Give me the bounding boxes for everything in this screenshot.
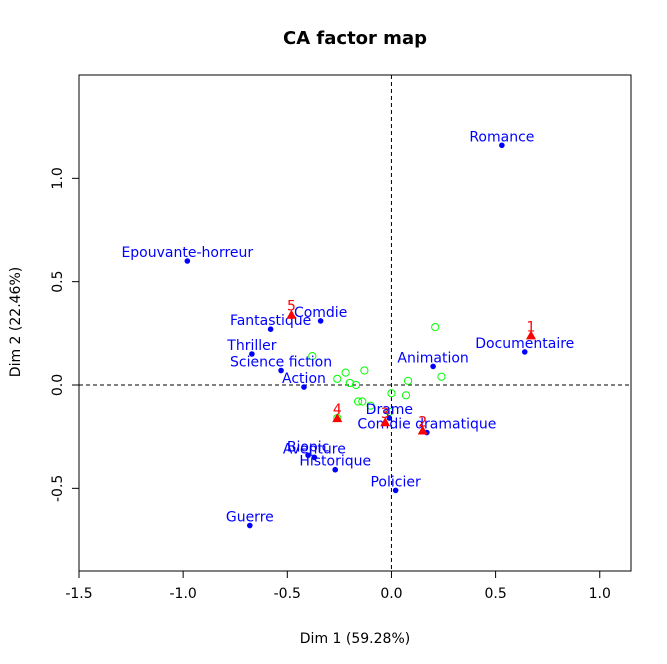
row-point-marker <box>332 466 339 473</box>
row-point-marker <box>267 326 274 333</box>
plot-frame <box>78 74 632 572</box>
column-point-marker <box>401 391 411 400</box>
row-point-marker <box>301 384 307 390</box>
plot-area: -1.5 -1.0 -0.5 0.0 0.5 1.0 -0.5 0.0 0.5 1.0 Romanc… <box>50 74 632 602</box>
row-point-marker <box>392 487 399 494</box>
y-tick-label: 0.0 <box>50 374 66 396</box>
column-point-marker <box>437 372 446 381</box>
row-point-label: Documentaire <box>475 336 574 352</box>
row-point-label: Science fiction <box>230 355 332 371</box>
x-tick-label: 0.5 <box>484 586 506 602</box>
row-point-marker <box>386 415 393 421</box>
column-point-marker <box>351 380 361 390</box>
y-axis-label: Dim 2 (22.46%) <box>8 267 24 377</box>
supplementary-point-label: 2 <box>418 414 427 430</box>
row-point-label: Epouvante-horreur <box>121 245 253 261</box>
row-point-label: Fantastique <box>230 313 311 329</box>
column-point-marker <box>341 368 350 377</box>
supplementary-point-label: 3 <box>381 406 390 422</box>
x-tick-label: -0.5 <box>274 586 301 602</box>
row-point-label: Animation <box>397 350 468 366</box>
supplementary-point-marker <box>417 425 428 435</box>
column-point-marker <box>360 366 369 375</box>
row-point-label: Guerre <box>226 510 274 526</box>
row-point-marker <box>184 258 191 264</box>
row-point-label: Policier <box>370 474 420 490</box>
row-point-marker <box>521 349 528 355</box>
column-point-marker <box>333 374 342 383</box>
row-point-label: Action <box>282 371 326 387</box>
supplementary-point-marker <box>526 330 537 340</box>
y-tick-label: -0.5 <box>50 475 66 502</box>
row-point-marker <box>430 363 436 370</box>
row-point-label: Romance <box>469 129 534 145</box>
row-point-label: Thriller <box>226 338 276 354</box>
row-point-marker <box>278 367 284 374</box>
row-point-marker <box>249 351 255 357</box>
column-point-marker <box>366 401 375 410</box>
supplementary-point-marker <box>286 309 297 319</box>
x-tick-label: -1.5 <box>65 586 92 602</box>
x-axis-label: Dim 1 (59.28%) <box>300 631 410 647</box>
column-point-marker <box>308 351 317 361</box>
y-tick-label: 1.0 <box>50 167 66 189</box>
x-tick-label: 1.0 <box>589 586 611 602</box>
supplementary-point-label: 5 <box>287 299 296 315</box>
supplementary-point-marker <box>332 413 343 423</box>
column-point-marker <box>358 397 367 406</box>
row-point-label: Biopic <box>287 439 330 455</box>
supplementary-point-label: 4 <box>333 402 342 418</box>
row-point-marker <box>247 522 253 529</box>
row-point-label: Comdie <box>294 305 347 321</box>
supplementary-point-label: 1 <box>527 319 536 335</box>
row-point-label: Historique <box>299 454 371 470</box>
row-point-label: Comdie dramatique <box>357 417 496 433</box>
x-tick-label: -1.0 <box>169 586 196 602</box>
row-point-label: Aventure <box>283 441 346 457</box>
y-tick-label: 0.5 <box>50 271 66 293</box>
row-point-marker <box>317 318 324 324</box>
column-point-marker <box>354 397 363 406</box>
row-point-marker <box>499 142 505 149</box>
row-point-marker <box>305 452 311 459</box>
supplementary-point-marker <box>380 417 391 427</box>
row-point-label: Drame <box>366 402 413 418</box>
column-point-marker <box>431 323 440 332</box>
row-point-marker <box>311 454 318 461</box>
chart-title: CA factor map <box>283 28 427 49</box>
x-tick-label: 0.0 <box>380 586 402 602</box>
column-point-marker <box>404 376 413 385</box>
column-point-marker <box>387 389 396 398</box>
